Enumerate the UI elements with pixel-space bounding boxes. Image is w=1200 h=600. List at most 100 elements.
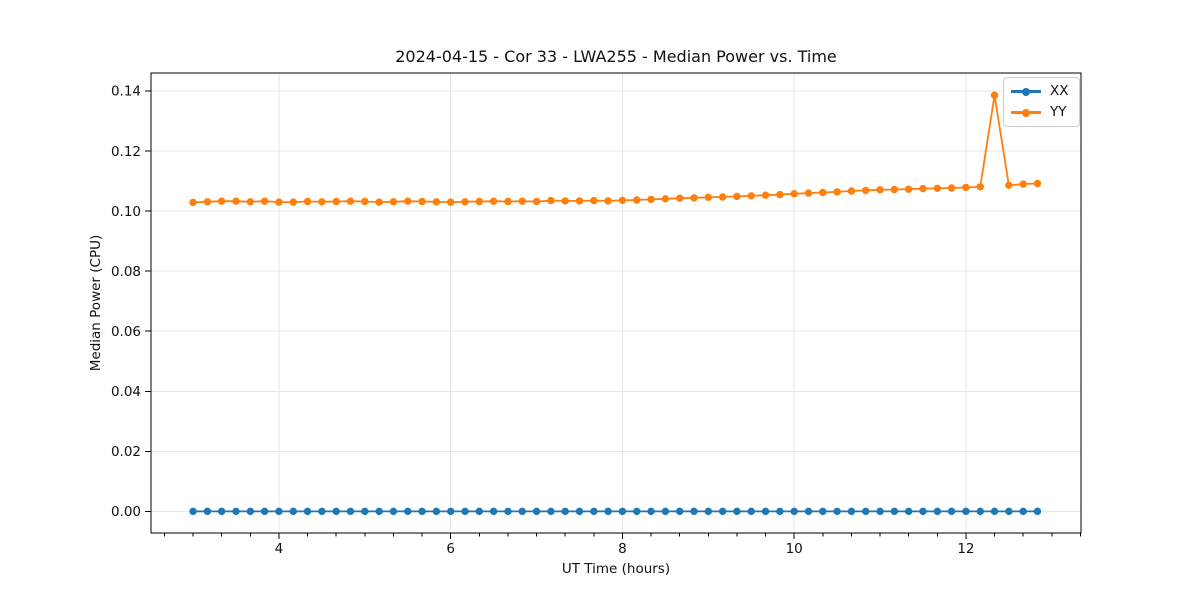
- data-point-xx: [633, 507, 641, 516]
- data-point-yy: [432, 198, 441, 206]
- data-point-xx: [346, 507, 355, 516]
- data-point-xx: [418, 507, 426, 516]
- data-point-yy: [504, 197, 512, 206]
- data-point-xx: [389, 507, 398, 516]
- data-point-yy: [590, 196, 598, 205]
- data-point-yy: [647, 195, 655, 204]
- data-point-xx: [1005, 507, 1013, 516]
- data-point-yy: [275, 198, 283, 206]
- data-point-xx: [189, 507, 197, 516]
- svg-text:12: 12: [957, 541, 974, 557]
- data-point-xx: [217, 507, 226, 516]
- data-point-yy: [833, 188, 841, 196]
- data-point-xx: [747, 507, 755, 516]
- data-point-xx: [718, 507, 727, 516]
- legend-dot-blue: [1022, 87, 1030, 96]
- data-point-xx: [361, 507, 369, 516]
- data-point-xx: [404, 507, 412, 516]
- svg-text:0.12: 0.12: [111, 144, 141, 160]
- data-point-yy: [318, 198, 326, 206]
- data-point-yy: [862, 186, 870, 195]
- data-point-xx: [990, 507, 999, 516]
- x-tick-labels: 4 6 8 10 12: [275, 541, 975, 557]
- legend-dot-orange: [1022, 108, 1030, 117]
- svg-text:8: 8: [618, 541, 627, 557]
- data-point-xx: [776, 507, 784, 516]
- y-axis-label: Median Power (CPU): [88, 234, 104, 372]
- data-point-xx: [761, 507, 770, 516]
- data-point-xx: [575, 507, 584, 516]
- data-point-yy: [232, 197, 240, 205]
- data-point-yy: [962, 183, 970, 192]
- data-point-xx: [976, 507, 984, 516]
- data-point-yy: [532, 197, 541, 206]
- data-point-yy: [904, 185, 913, 193]
- series-yy: [189, 91, 1042, 207]
- svg-text:4: 4: [275, 541, 284, 557]
- data-point-yy: [604, 197, 612, 205]
- data-point-yy: [561, 197, 569, 205]
- data-point-yy: [246, 198, 255, 206]
- data-point-yy: [676, 194, 684, 202]
- data-point-xx: [303, 507, 312, 516]
- data-point-xx: [919, 507, 927, 516]
- legend-item-yy: YY: [1011, 102, 1074, 123]
- data-point-xx: [260, 507, 269, 516]
- data-point-yy: [690, 194, 698, 202]
- data-point-xx: [733, 507, 741, 516]
- data-point-yy: [919, 184, 927, 193]
- data-point-xx: [1019, 507, 1027, 516]
- data-point-yy: [389, 198, 398, 206]
- data-point-yy: [303, 197, 312, 206]
- data-point-yy: [189, 198, 197, 207]
- legend-line-marker-blue-icon: [1011, 87, 1041, 97]
- data-point-yy: [361, 197, 369, 206]
- data-point-xx: [532, 507, 541, 516]
- data-point-yy: [661, 195, 670, 203]
- data-point-yy: [1019, 180, 1027, 188]
- data-point-yy: [203, 198, 212, 206]
- data-point-yy: [747, 192, 755, 200]
- legend-item-xx: XX: [1011, 81, 1074, 102]
- axes-spines: [150, 72, 1082, 534]
- series-xx: [189, 507, 1042, 516]
- data-point-yy: [933, 184, 942, 192]
- svg-text:6: 6: [446, 541, 455, 557]
- data-point-yy: [733, 192, 741, 201]
- svg-text:0.14: 0.14: [111, 84, 141, 100]
- data-point-xx: [232, 507, 240, 516]
- data-point-xx: [819, 507, 827, 516]
- data-point-yy: [547, 196, 555, 205]
- data-point-yy: [1005, 181, 1013, 189]
- data-point-xx: [332, 507, 340, 516]
- data-point-xx: [518, 507, 526, 516]
- data-point-xx: [833, 507, 841, 516]
- data-point-xx: [647, 507, 655, 516]
- data-point-yy: [475, 197, 483, 206]
- data-point-xx: [933, 507, 942, 516]
- data-point-yy: [976, 183, 984, 191]
- data-point-yy: [990, 91, 999, 99]
- data-point-xx: [947, 507, 956, 516]
- data-point-yy: [876, 186, 884, 194]
- svg-text:0.08: 0.08: [111, 264, 141, 280]
- data-point-xx: [318, 507, 326, 516]
- data-point-xx: [890, 507, 899, 516]
- data-point-xx: [876, 507, 884, 516]
- svg-text:10: 10: [786, 541, 803, 557]
- data-point-yy: [375, 198, 383, 206]
- data-point-yy: [1033, 179, 1042, 188]
- svg-text:0.02: 0.02: [111, 444, 141, 460]
- x-axis-label: UT Time (hours): [561, 561, 671, 577]
- data-point-xx: [561, 507, 569, 516]
- data-point-yy: [447, 198, 455, 206]
- data-point-xx: [804, 507, 813, 516]
- data-point-xx: [690, 507, 698, 516]
- data-point-xx: [275, 507, 283, 516]
- data-point-yy: [346, 197, 355, 205]
- svg-text:0.04: 0.04: [111, 384, 141, 400]
- data-point-yy: [718, 193, 727, 201]
- data-point-yy: [418, 197, 426, 206]
- data-point-yy: [289, 198, 297, 206]
